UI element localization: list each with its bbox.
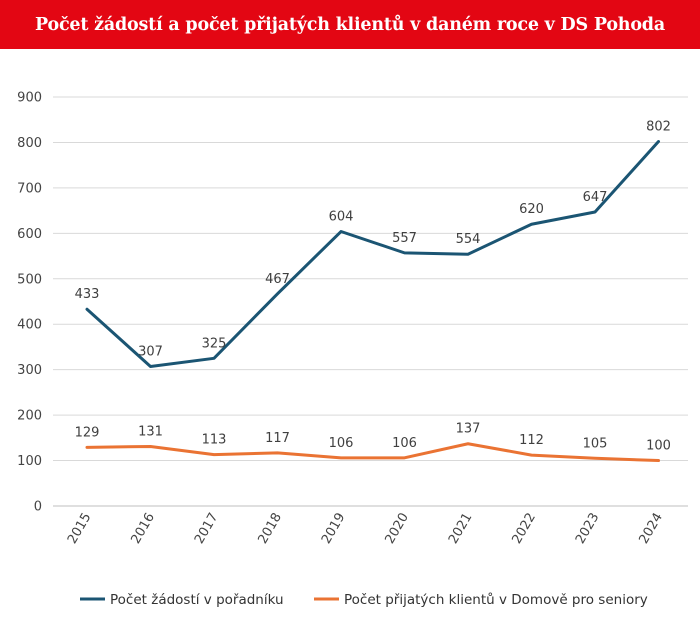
y-tick-label: 300 xyxy=(17,363,42,378)
x-tick-label: 2022 xyxy=(509,511,539,547)
data-label: 802 xyxy=(646,120,671,135)
data-label: 647 xyxy=(583,190,608,205)
data-label: 433 xyxy=(75,287,100,302)
data-label: 137 xyxy=(456,422,481,437)
x-tick-label: 2018 xyxy=(255,511,285,547)
y-tick-label: 200 xyxy=(17,409,42,424)
y-tick-label: 100 xyxy=(17,454,42,469)
data-label: 325 xyxy=(202,336,227,351)
legend-label: Počet žádostí v pořadníku xyxy=(110,592,284,608)
data-label: 467 xyxy=(265,272,290,287)
data-label: 117 xyxy=(265,431,290,446)
data-label: 131 xyxy=(138,424,163,439)
x-tick-label: 2019 xyxy=(319,511,349,547)
x-tick-label: 2023 xyxy=(573,511,603,547)
x-tick-label: 2020 xyxy=(382,511,412,547)
x-tick-label: 2024 xyxy=(636,511,666,547)
y-tick-label: 600 xyxy=(17,227,42,242)
y-tick-label: 400 xyxy=(17,318,42,333)
y-tick-label: 800 xyxy=(17,136,42,151)
x-tick-label: 2016 xyxy=(128,511,158,547)
series-line xyxy=(85,442,660,463)
y-tick-label: 0 xyxy=(34,500,42,515)
data-label: 557 xyxy=(392,231,417,246)
data-label: 604 xyxy=(329,210,354,225)
data-label: 106 xyxy=(329,436,354,451)
legend-label: Počet přijatých klientů v Domově pro sen… xyxy=(344,592,648,608)
series-line xyxy=(85,140,660,368)
data-label: 554 xyxy=(456,232,481,247)
y-tick-label: 500 xyxy=(17,272,42,287)
chart-title: Počet žádostí a počet přijatých klientů … xyxy=(35,14,665,35)
data-label: 112 xyxy=(519,433,544,448)
x-tick-label: 2021 xyxy=(446,511,476,547)
data-label: 106 xyxy=(392,436,417,451)
x-tick-label: 2017 xyxy=(192,511,222,547)
data-label: 100 xyxy=(646,439,671,454)
data-label: 129 xyxy=(75,425,100,440)
y-tick-label: 900 xyxy=(17,91,42,106)
data-label: 113 xyxy=(202,433,227,448)
data-label: 105 xyxy=(583,436,608,451)
y-tick-label: 700 xyxy=(17,181,42,196)
x-tick-label: 2015 xyxy=(65,511,95,547)
data-label: 307 xyxy=(138,344,163,359)
data-label: 620 xyxy=(519,202,544,217)
title-banner: Počet žádostí a počet přijatých klientů … xyxy=(0,0,700,49)
